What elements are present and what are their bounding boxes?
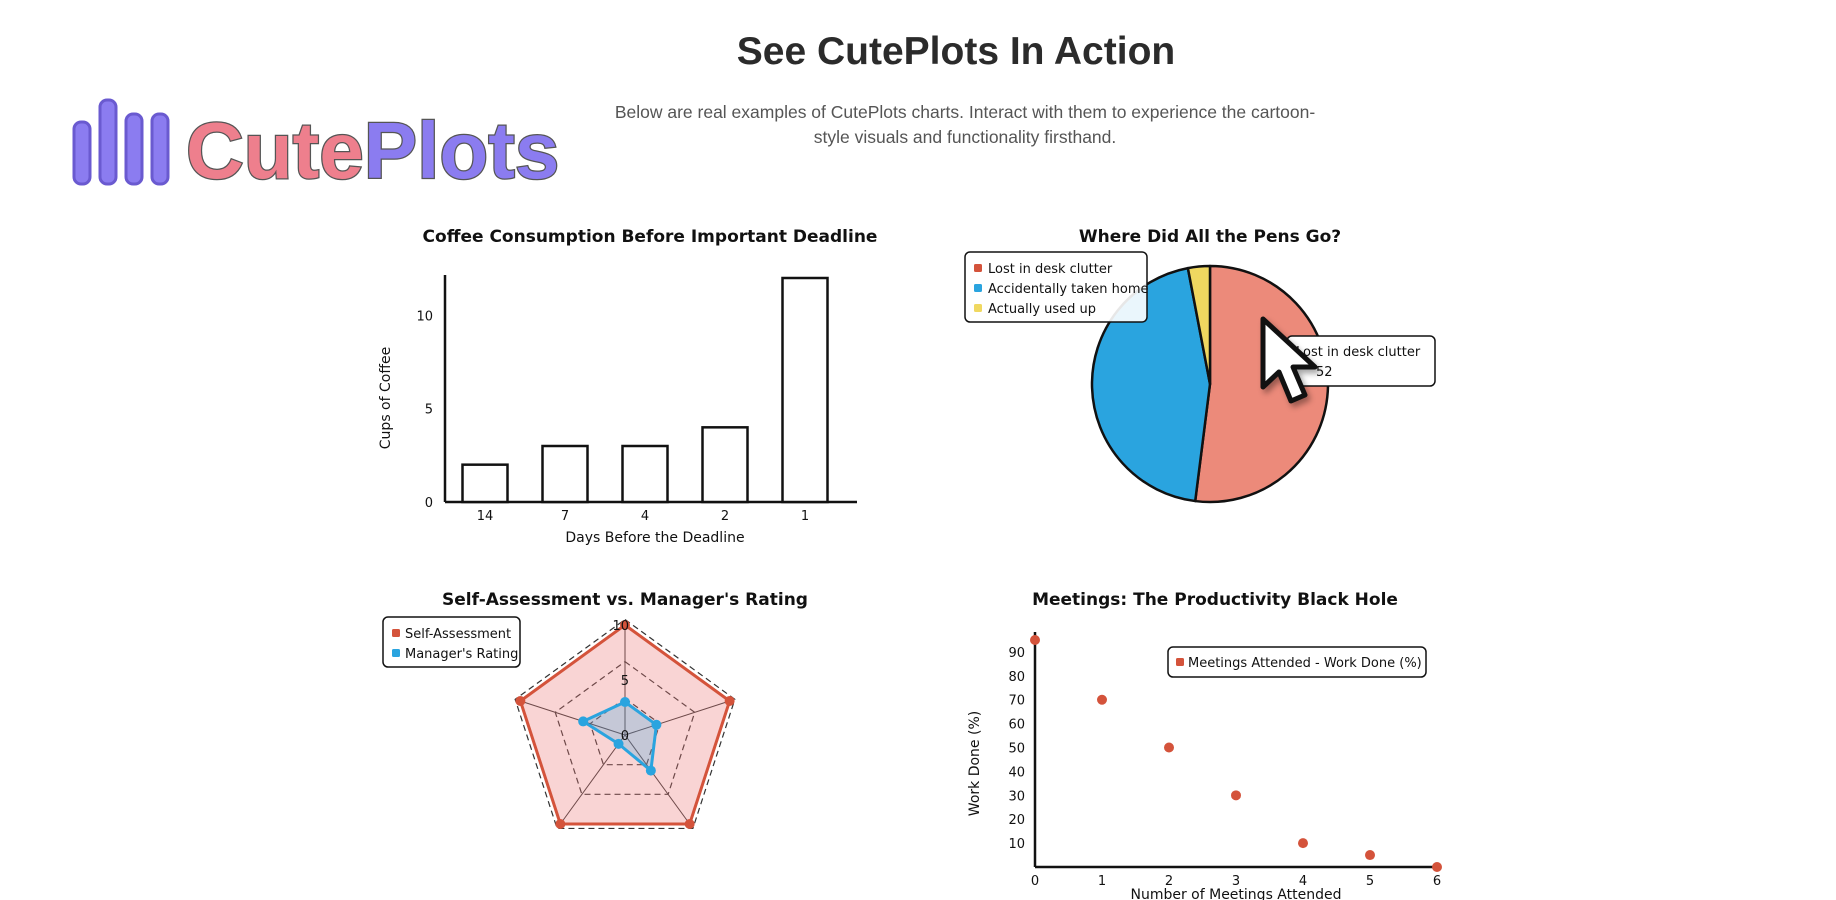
radar-point[interactable] (555, 818, 566, 829)
cuteplots-logo: CutePlots (72, 98, 561, 192)
x-tick-label: 4 (641, 509, 649, 524)
x-tick-label: 7 (561, 509, 569, 524)
chart-title: Where Did All the Pens Go? (1079, 227, 1341, 247)
radar-point[interactable] (645, 765, 656, 776)
legend-swatch (392, 629, 400, 637)
bar[interactable] (781, 276, 829, 504)
x-tick-label: 2 (721, 509, 729, 524)
y-axis-label: Work Done (%) (967, 711, 983, 816)
bar[interactable] (461, 463, 509, 504)
legend-swatch (1176, 658, 1184, 666)
legend: Self-Assessment Manager's Rating (382, 616, 521, 668)
logo-text: CutePlots (186, 106, 559, 192)
legend-box (382, 616, 521, 668)
y-axis-label: Cups of Coffee (378, 347, 394, 449)
radar-grid-ring (514, 618, 736, 830)
radar-spoke (559, 734, 626, 825)
chart-title: Self-Assessment vs. Manager's Rating (442, 590, 808, 610)
y-tick-label: 10 (416, 309, 433, 324)
page-subtitle: Below are real examples of CutePlots cha… (614, 102, 1316, 147)
y-tick-label: 70 (1008, 694, 1025, 709)
radar-spoke (624, 734, 691, 825)
x-tick-label: 4 (1299, 874, 1307, 889)
bar-chart-logo-icon (72, 98, 170, 186)
radial-tick-label: 5 (621, 674, 629, 689)
x-tick-label: 1 (801, 509, 809, 524)
legend-label: Self-Assessment (405, 627, 511, 642)
legend: Lost in desk clutter Accidentally taken h… (964, 251, 1149, 323)
legend-swatch (974, 264, 982, 272)
x-axis-label: Days Before the Deadline (565, 530, 744, 546)
legend-swatch (974, 304, 982, 312)
radar-grid-ring (554, 660, 696, 795)
coffee-bar-chart[interactable]: Coffee Consumption Before Important Dead… (360, 220, 880, 560)
x-tick-label: 3 (1232, 874, 1240, 889)
rating-radar-chart[interactable]: Self-Assessment vs. Manager's Rating 0 5 10… (375, 585, 808, 865)
chart-title: Meetings: The Productivity Black Hole (1032, 590, 1398, 610)
legend-box (1167, 646, 1427, 678)
radar-series-area[interactable] (581, 700, 658, 773)
scatter-point[interactable] (1365, 850, 1375, 861)
y-tick-label: 10 (1008, 837, 1025, 852)
meetings-scatter-chart[interactable]: Meetings: The Productivity Black Hole102… (955, 585, 1455, 900)
scatter-point[interactable] (1432, 862, 1442, 872)
legend-label: Actually used up (988, 302, 1096, 317)
bar[interactable] (701, 426, 749, 504)
legend-swatch (974, 284, 982, 292)
radar-series-area[interactable] (518, 623, 732, 826)
radar-point[interactable] (651, 719, 662, 730)
y-tick-label: 80 (1008, 670, 1025, 685)
tooltip-label: Lost in desk clutter (1296, 345, 1421, 360)
chart-title: Coffee Consumption Before Important Dead… (423, 227, 878, 247)
radar-grid-ring (589, 697, 661, 766)
radar-point[interactable] (613, 738, 624, 749)
radar-point[interactable] (620, 620, 630, 630)
x-tick-label: 5 (1366, 874, 1374, 889)
radar-point[interactable] (578, 716, 589, 727)
scatter-point[interactable] (1097, 694, 1107, 705)
legend-label: Meetings Attended - Work Done (%) (1188, 656, 1422, 671)
radar-spoke (624, 700, 730, 736)
tooltip-value: 52 (1316, 365, 1333, 380)
scatter-point[interactable] (1164, 742, 1174, 753)
scatter-point[interactable] (1298, 838, 1308, 849)
page-title: See CutePlots In Action (736, 30, 1176, 73)
scatter-point[interactable] (1030, 635, 1040, 645)
legend-swatch (392, 649, 400, 657)
x-tick-label: 1 (1098, 874, 1106, 889)
y-tick-label: 5 (425, 403, 433, 418)
legend-label: Manager's Rating (405, 647, 518, 662)
y-tick-label: 90 (1008, 646, 1025, 661)
y-tick-label: 0 (425, 496, 433, 511)
radar-point[interactable] (724, 696, 735, 707)
bar[interactable] (541, 444, 589, 504)
x-tick-label: 0 (1031, 874, 1039, 889)
tooltip: Lost in desk clutter 52 (1286, 335, 1436, 387)
x-tick-label: 6 (1433, 874, 1441, 889)
radar-point[interactable] (515, 696, 526, 707)
x-tick-label: 14 (477, 509, 494, 524)
y-tick-label: 30 (1008, 789, 1025, 804)
legend-box (964, 251, 1148, 323)
y-tick-label: 20 (1008, 813, 1025, 828)
x-axis-label: Number of Meetings Attended (1130, 887, 1341, 900)
bar[interactable] (621, 444, 669, 504)
mouse-pointer-icon (1260, 316, 1318, 404)
radar-point[interactable] (620, 697, 630, 707)
legend: Meetings Attended - Work Done (%) (1167, 646, 1427, 678)
radial-tick-label: 0 (621, 729, 629, 744)
pens-pie-chart[interactable]: Where Did All the Pens Go? Lost in desk c… (960, 220, 1460, 520)
pie-slice[interactable] (1186, 264, 1212, 386)
radial-tick-label: 10 (612, 619, 629, 634)
radar-point[interactable] (684, 818, 695, 829)
legend-label: Accidentally taken home (988, 282, 1149, 297)
y-tick-label: 50 (1008, 742, 1025, 757)
y-tick-label: 60 (1008, 718, 1025, 733)
legend-label: Lost in desk clutter (988, 262, 1113, 277)
y-tick-label: 40 (1008, 765, 1025, 780)
scatter-point[interactable] (1231, 790, 1241, 801)
x-tick-label: 2 (1165, 874, 1173, 889)
radar-spoke (520, 700, 626, 736)
